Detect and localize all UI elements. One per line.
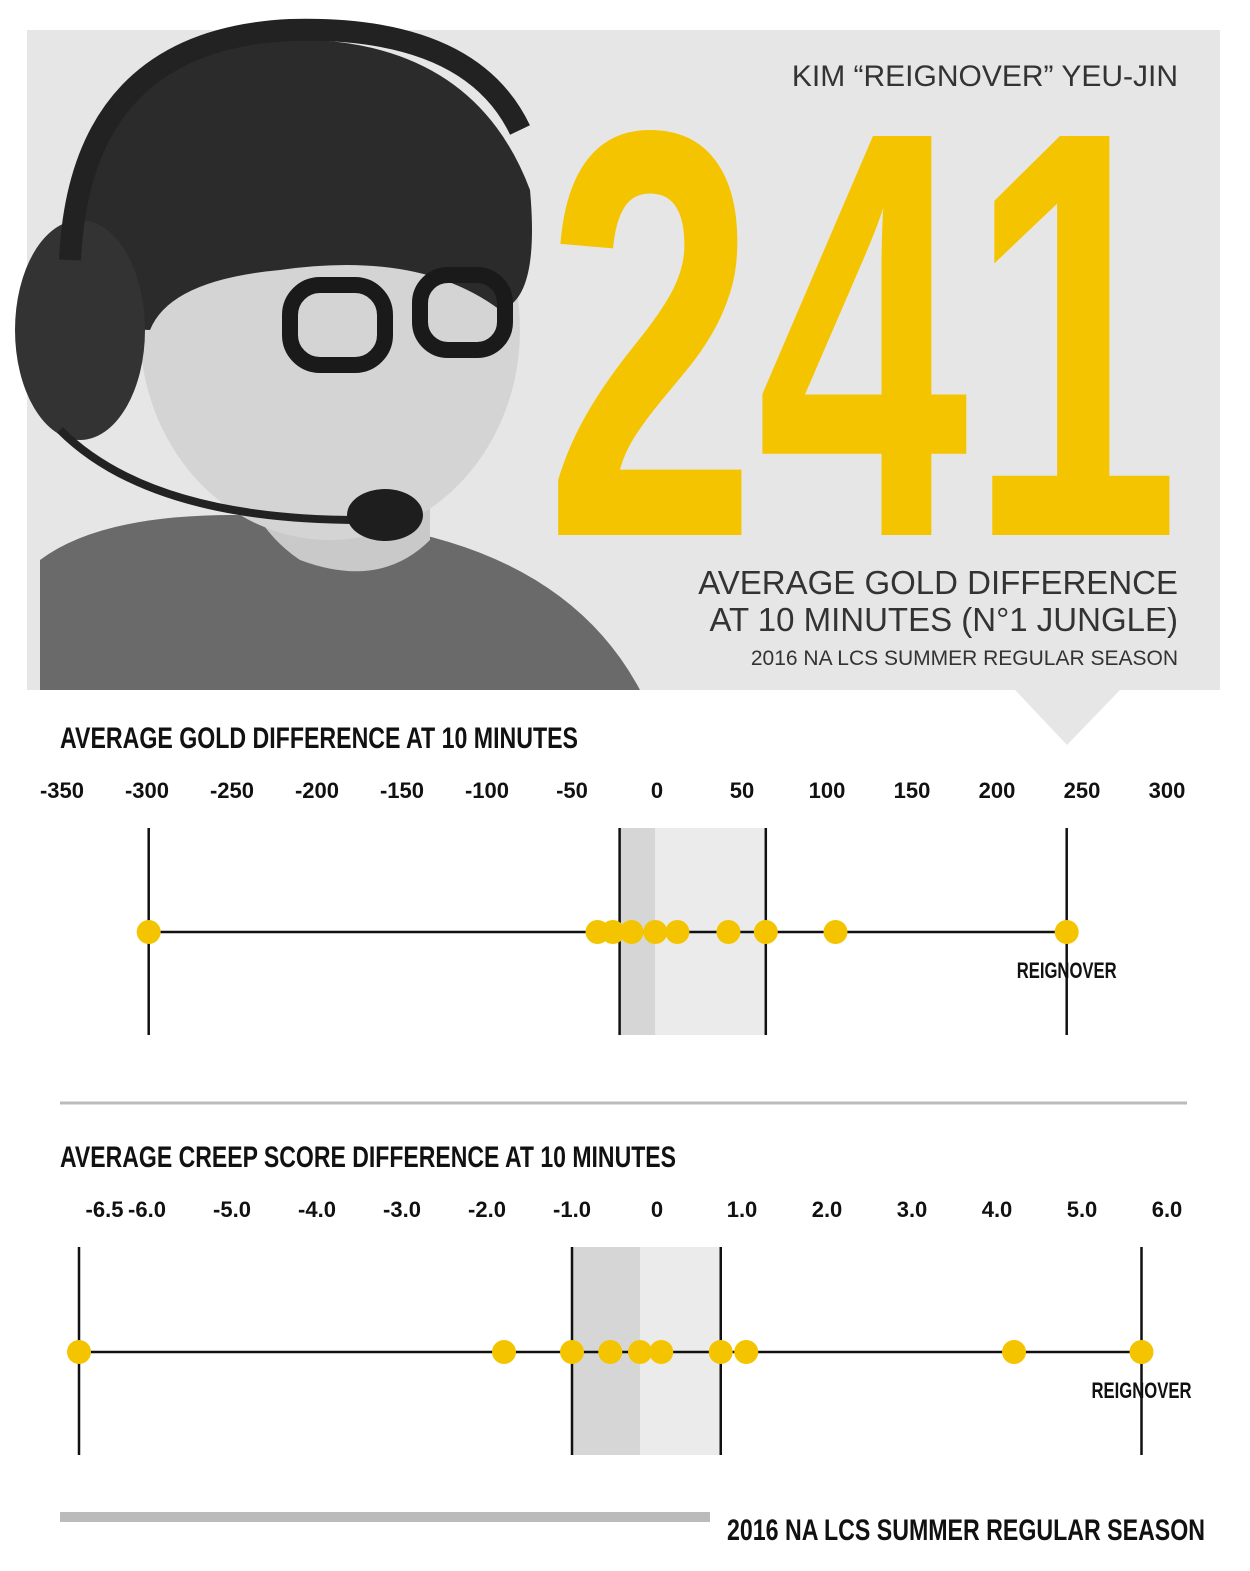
x-tick-label: 50 — [730, 778, 754, 803]
x-tick-label: 150 — [894, 778, 931, 803]
dot — [823, 920, 848, 944]
player-photo — [15, 18, 640, 690]
annotation: REIGNOVER — [1017, 958, 1117, 983]
x-tick-label: -300 — [125, 778, 169, 803]
dot — [716, 920, 741, 944]
x-tick-label: -3.0 — [383, 1197, 421, 1222]
dot — [67, 1340, 91, 1364]
dot — [598, 1340, 623, 1364]
x-tick-label: 250 — [1064, 778, 1101, 803]
chart-title: AVERAGE CREEP SCORE DIFFERENCE AT 10 MIN… — [60, 1141, 676, 1174]
x-tick-label: 2.0 — [812, 1197, 843, 1222]
x-tick-label: 3.0 — [897, 1197, 928, 1222]
dot — [665, 920, 690, 944]
x-tick-label: -100 — [465, 778, 509, 803]
dot — [136, 920, 161, 944]
big-number: 241 — [545, 10, 1180, 658]
dot — [1054, 920, 1079, 944]
x-tick-label: 300 — [1149, 778, 1186, 803]
player-name: KIM “REIGNOVER” YEU-JIN — [792, 60, 1178, 93]
x-tick-label: 1.0 — [727, 1197, 758, 1222]
x-tick-label: 200 — [979, 778, 1016, 803]
dot — [1002, 1340, 1026, 1364]
x-tick-label: -6.5 — [86, 1197, 124, 1222]
x-tick-label: -1.0 — [553, 1197, 591, 1222]
footer-text: 2016 NA LCS SUMMER REGULAR SEASON — [727, 1514, 1205, 1547]
dot — [643, 920, 668, 944]
dot — [492, 1340, 516, 1364]
x-tick-label: 0 — [651, 1197, 663, 1222]
header-pointer — [1015, 690, 1120, 745]
dot — [753, 920, 778, 944]
dot — [708, 1340, 733, 1364]
dot — [560, 1340, 584, 1364]
x-tick-label: -50 — [556, 778, 588, 803]
dot — [619, 920, 644, 944]
dot — [734, 1340, 759, 1364]
x-tick-label: -150 — [380, 778, 424, 803]
subtitle-line: AVERAGE GOLD DIFFERENCE — [698, 564, 1178, 601]
x-tick-label: 6.0 — [1152, 1197, 1183, 1222]
x-tick-label: -5.0 — [213, 1197, 251, 1222]
x-tick-label: -4.0 — [298, 1197, 336, 1222]
x-tick-label: -350 — [40, 778, 84, 803]
dot — [600, 920, 625, 944]
x-tick-label: -200 — [295, 778, 339, 803]
x-tick-label: -6.0 — [128, 1197, 166, 1222]
annotation: REIGNOVER — [1092, 1378, 1192, 1403]
x-tick-label: -250 — [210, 778, 254, 803]
x-tick-label: -2.0 — [468, 1197, 506, 1222]
x-tick-label: 100 — [809, 778, 846, 803]
subtitle-line: AT 10 MINUTES (N°1 JUNGLE) — [709, 601, 1178, 638]
dot — [649, 1340, 674, 1364]
x-tick-label: 5.0 — [1067, 1197, 1098, 1222]
dot — [628, 1340, 652, 1364]
dot — [1129, 1340, 1154, 1364]
chart-title: AVERAGE GOLD DIFFERENCE AT 10 MINUTES — [60, 722, 578, 755]
season-label: 2016 NA LCS SUMMER REGULAR SEASON — [751, 647, 1178, 670]
x-tick-label: 0 — [651, 778, 663, 803]
x-tick-label: 4.0 — [982, 1197, 1013, 1222]
